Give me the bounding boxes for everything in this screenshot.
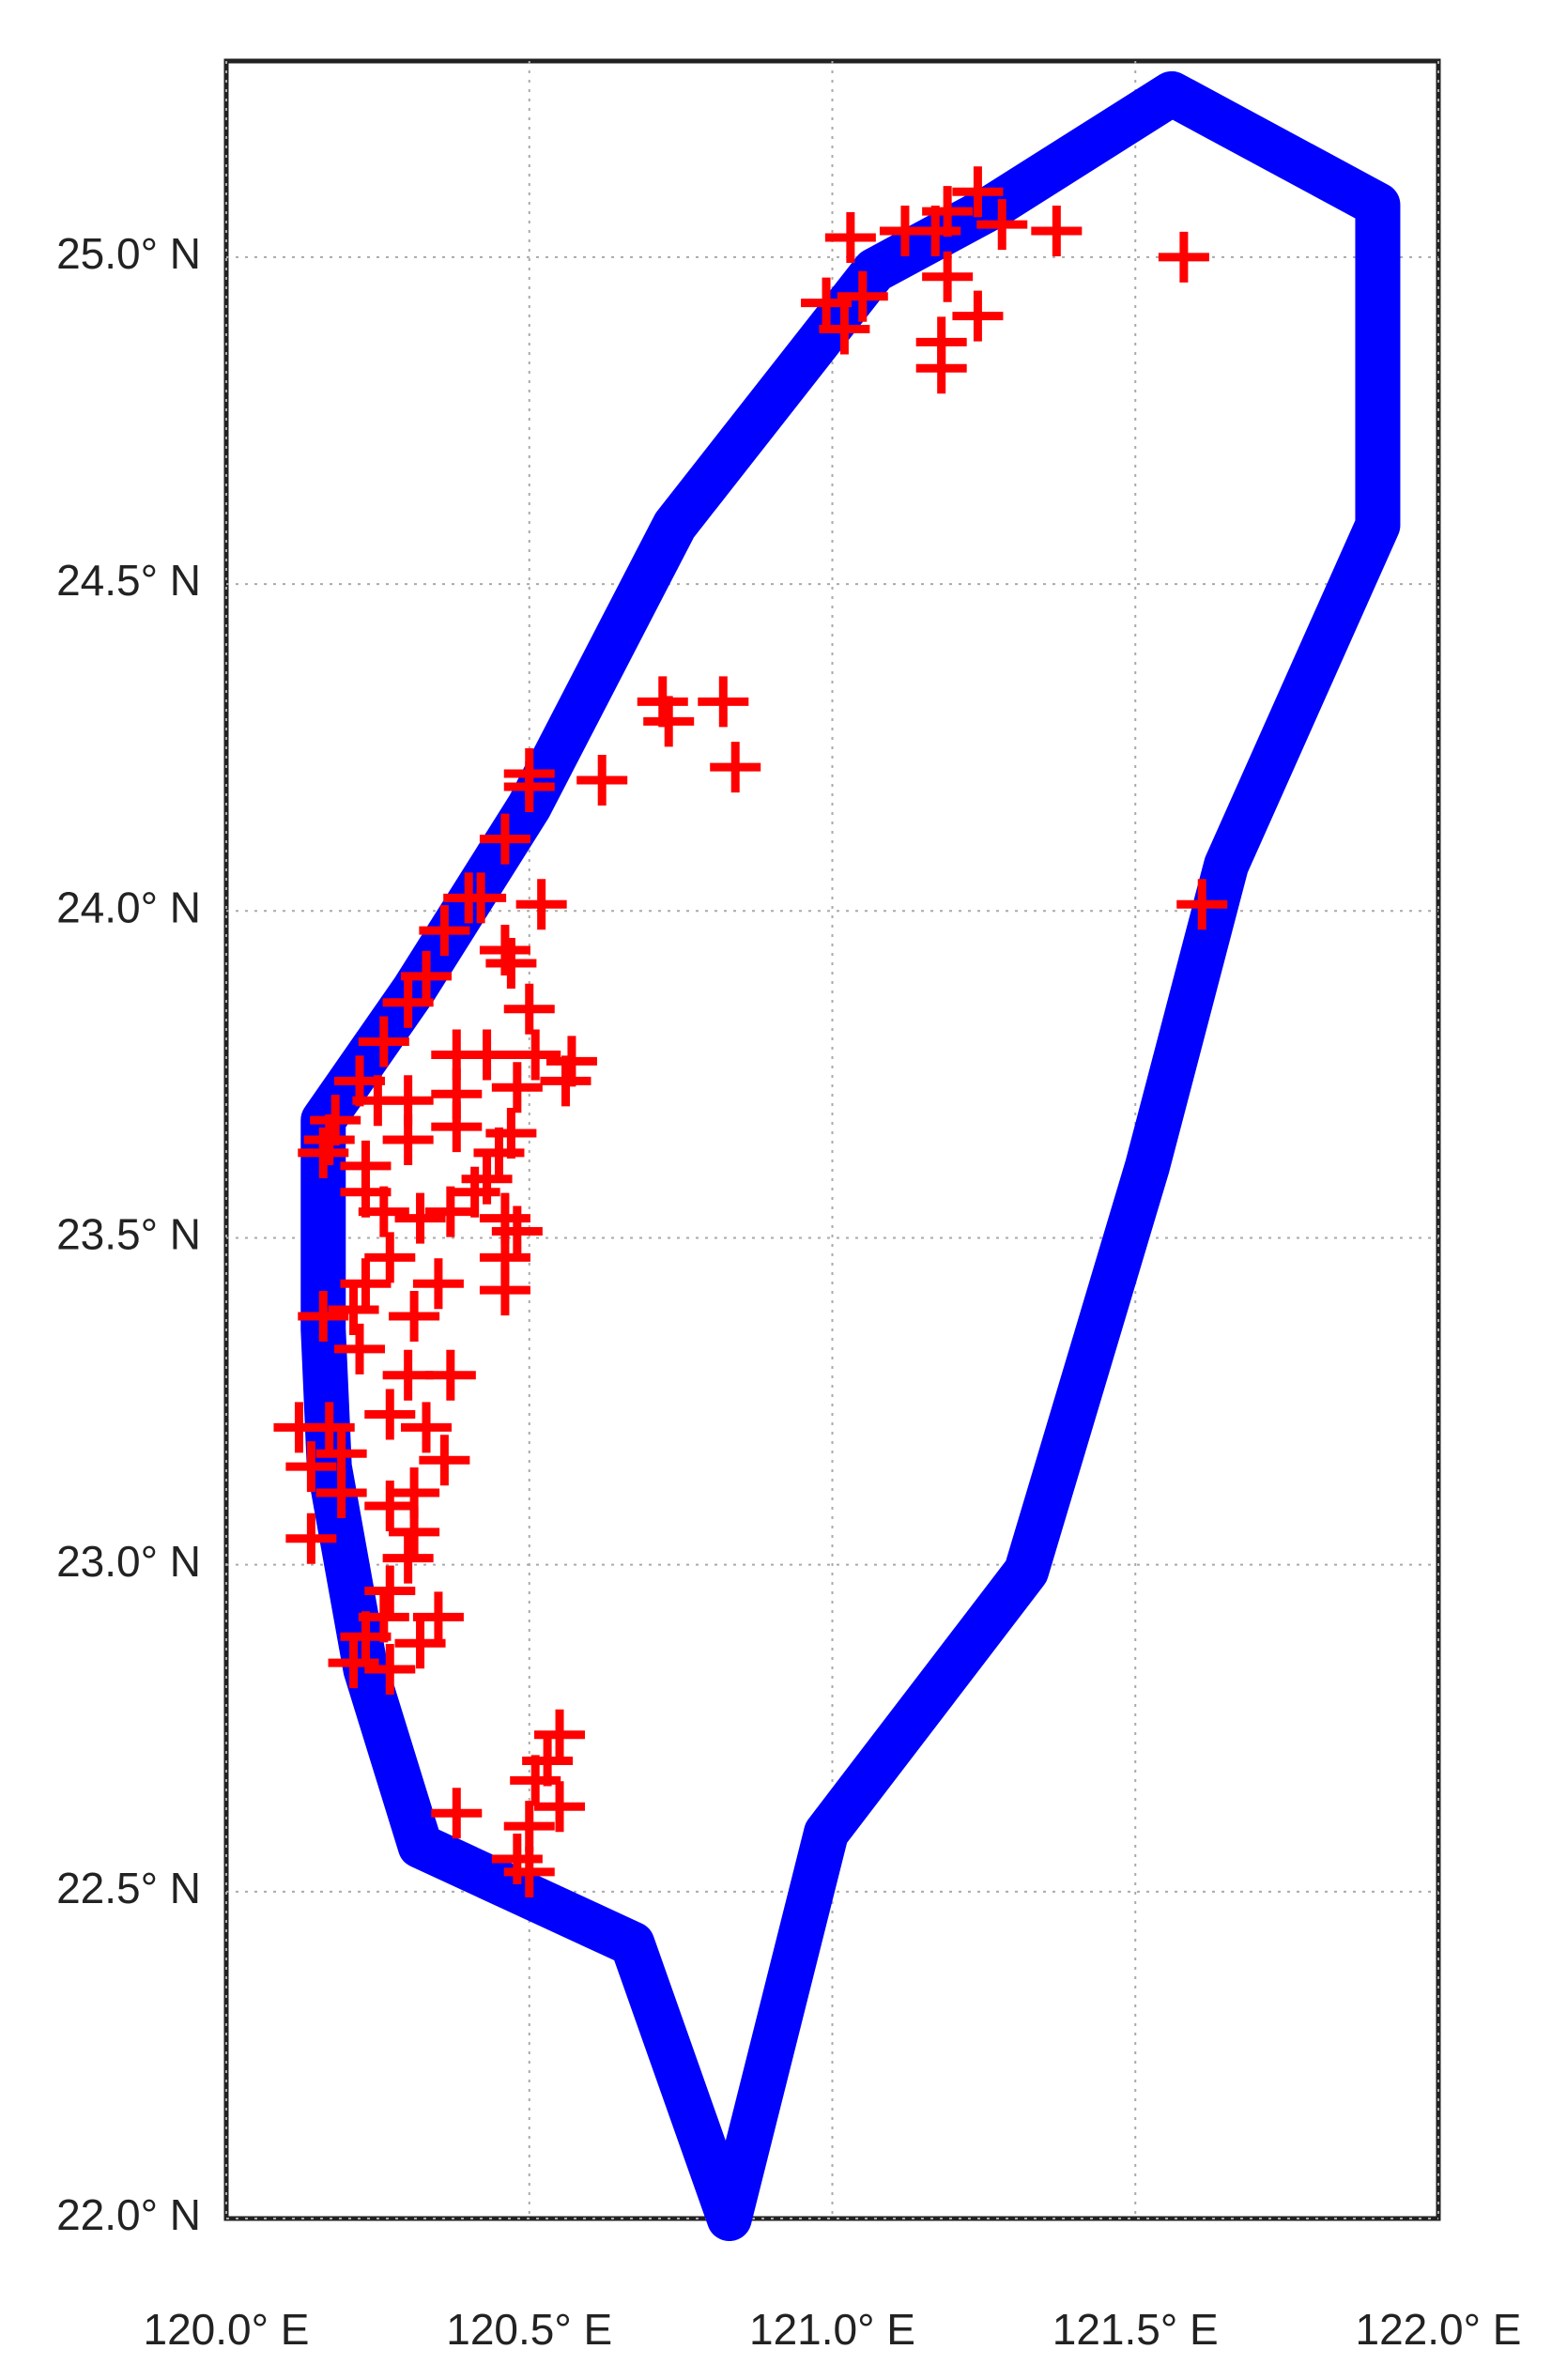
point	[340, 1611, 392, 1663]
point	[401, 1402, 453, 1453]
point	[801, 277, 853, 329]
point	[424, 1349, 476, 1401]
point	[522, 1735, 574, 1787]
point	[491, 1834, 543, 1884]
point	[1158, 231, 1209, 283]
point	[1031, 206, 1083, 257]
grid	[225, 61, 1439, 2219]
point	[419, 1435, 470, 1486]
x-tick-label: 121.5° E	[1052, 2305, 1219, 2354]
y-tick-label: 25.0° N	[56, 229, 201, 278]
point	[534, 1781, 586, 1833]
point	[698, 676, 749, 728]
point	[952, 290, 1004, 342]
point	[352, 1075, 404, 1127]
point	[534, 1709, 586, 1760]
point	[431, 1788, 483, 1839]
point	[710, 742, 761, 793]
point	[412, 1591, 464, 1643]
point	[382, 1349, 434, 1401]
y-tick-label: 22.5° N	[56, 1864, 201, 1912]
point	[394, 1618, 446, 1669]
point	[412, 1258, 464, 1310]
point	[491, 1062, 543, 1113]
point	[389, 1506, 440, 1558]
point	[382, 1114, 434, 1165]
x-tick-label: 121.0° E	[749, 2305, 915, 2354]
point	[401, 950, 453, 1002]
point	[328, 1284, 379, 1336]
point	[503, 1801, 555, 1852]
y-tick-label: 24.0° N	[56, 883, 201, 931]
point	[461, 1029, 513, 1081]
x-tick-label: 122.0° E	[1356, 2305, 1522, 2354]
point	[382, 976, 434, 1028]
y-tick-label: 24.5° N	[56, 556, 201, 605]
point	[303, 1402, 355, 1453]
point	[285, 1441, 337, 1493]
point	[479, 813, 530, 865]
x-tick-label: 120.0° E	[144, 2305, 310, 2354]
point	[315, 1467, 367, 1519]
point	[922, 251, 974, 302]
point	[364, 1480, 416, 1531]
point	[473, 1127, 525, 1178]
marks	[273, 70, 1401, 2241]
point	[952, 166, 1004, 218]
point	[824, 212, 876, 264]
point	[1176, 879, 1228, 930]
x-tick-label: 120.5° E	[446, 2305, 612, 2354]
y-tick-label: 22.0° N	[56, 2190, 201, 2239]
point	[837, 270, 888, 322]
point	[394, 1192, 446, 1244]
point	[491, 1205, 543, 1257]
point	[364, 1232, 416, 1283]
y-tick-label: 23.5° N	[56, 1210, 201, 1259]
point	[389, 1291, 440, 1343]
y-tick-label: 23.0° N	[56, 1537, 201, 1586]
point	[455, 872, 507, 924]
point	[976, 199, 1028, 251]
point	[819, 303, 870, 355]
point	[298, 1127, 349, 1178]
point	[485, 937, 537, 989]
point	[298, 1291, 349, 1343]
point	[334, 1323, 386, 1374]
point	[424, 1186, 476, 1237]
point	[328, 1637, 379, 1689]
tick-labels: 120.0° E 120.5° E 121.0° E 121.5° E 122.0° E…	[56, 229, 1521, 2354]
point	[915, 343, 967, 394]
point	[643, 696, 695, 747]
point	[364, 1565, 416, 1617]
point	[503, 760, 555, 812]
point	[540, 1055, 591, 1107]
point	[922, 186, 974, 238]
point	[503, 983, 555, 1035]
point	[576, 755, 628, 806]
point	[285, 1512, 337, 1564]
point	[515, 879, 567, 930]
point	[340, 1258, 392, 1310]
point	[364, 1644, 416, 1696]
point	[419, 905, 470, 957]
point	[479, 1265, 530, 1316]
point	[358, 1016, 409, 1067]
point	[382, 1532, 434, 1584]
point	[510, 1029, 561, 1081]
point	[340, 1166, 392, 1218]
point	[364, 1389, 416, 1440]
point	[431, 1101, 483, 1153]
